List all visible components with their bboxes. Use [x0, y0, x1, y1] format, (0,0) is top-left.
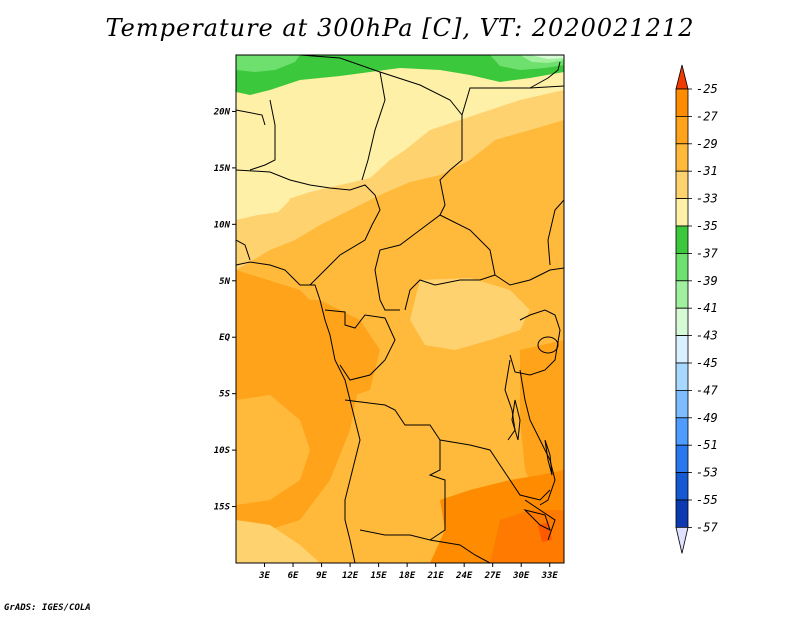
colorbar-swatch — [675, 335, 689, 364]
lat-tick-label: 5N — [219, 277, 230, 287]
colorbar-label: -35 — [696, 219, 718, 233]
colorbar-swatch — [675, 170, 689, 199]
lon-tick-label: 9E — [316, 571, 327, 581]
lon-tick-label: 24E — [455, 571, 473, 581]
colorbar-swatch — [675, 499, 689, 528]
colorbar: -25 -27 -29 -31 -33 -35 -37 -39 -41 -43 -45 -47 -49 -… — [675, 64, 718, 554]
colorbar-swatch — [675, 143, 689, 172]
colorbar-swatch — [675, 116, 689, 145]
lat-tick-label: 10S — [214, 446, 231, 456]
axis-ticks: 3E 6E 9E 12E 15E 18E 21E 24E 27E 30E 33E 20N 15N 10N 5… — [213, 107, 559, 581]
colorbar-label: -29 — [696, 137, 718, 151]
colorbar-label: -53 — [696, 466, 718, 480]
colorbar-swatch — [675, 307, 689, 337]
colorbar-top-arrow — [675, 64, 689, 90]
colorbar-label: -33 — [696, 192, 718, 206]
lat-tick-label: 10N — [214, 220, 231, 230]
lat-tick-label: 20N — [213, 107, 231, 117]
lon-tick-label: 6E — [288, 571, 299, 581]
colorbar-swatch — [675, 88, 689, 117]
colorbar-swatch — [675, 252, 689, 282]
colorbar-label: -49 — [696, 411, 718, 425]
colorbar-label: -47 — [696, 383, 718, 397]
lat-tick-label: 5S — [219, 390, 230, 400]
lat-tick-label: 15S — [214, 503, 231, 513]
lon-tick-label: 33E — [541, 571, 559, 581]
colorbar-swatch — [675, 280, 689, 309]
lat-tick-label: 15N — [214, 164, 231, 174]
lon-tick-label: 15E — [370, 571, 387, 581]
temperature-field — [236, 55, 564, 563]
colorbar-label: -55 — [696, 493, 718, 507]
colorbar-swatch — [675, 472, 689, 501]
colorbar-label: -37 — [696, 246, 718, 260]
colorbar-label: -41 — [696, 301, 718, 315]
lat-tick-label: EQ — [219, 333, 230, 343]
colorbar-label: -57 — [696, 520, 718, 534]
colorbar-label: -25 — [696, 82, 718, 96]
lon-tick-label: 30E — [512, 571, 530, 581]
country-borders — [236, 55, 564, 563]
colorbar-label: -43 — [696, 329, 718, 343]
colorbar-swatch — [675, 417, 689, 446]
lon-tick-label: 12E — [342, 571, 359, 581]
lon-tick-label: 18E — [399, 571, 416, 581]
colorbar-bottom-arrow — [675, 527, 689, 554]
map-frame — [235, 54, 565, 564]
colorbar-label: -45 — [696, 356, 718, 370]
colorbar-label: -31 — [696, 164, 718, 178]
colorbar-label: -39 — [696, 274, 718, 288]
colorbar-swatch — [675, 198, 689, 227]
colorbar-label: -27 — [696, 109, 718, 123]
colorbar-swatch — [675, 444, 689, 474]
colorbar-label: -51 — [696, 438, 718, 452]
chart-title: Temperature at 300hPa [C], VT: 202002121… — [105, 14, 695, 42]
lakes — [511, 336, 559, 531]
lon-tick-label: 3E — [258, 571, 270, 581]
colorbar-swatch — [675, 362, 689, 391]
grads-credit: GrADS: IGES/COLA — [4, 603, 91, 613]
lon-tick-label: 27E — [484, 571, 502, 581]
colorbar-swatch — [675, 389, 689, 419]
lon-tick-label: 21E — [427, 571, 445, 581]
colorbar-swatch — [675, 225, 689, 254]
